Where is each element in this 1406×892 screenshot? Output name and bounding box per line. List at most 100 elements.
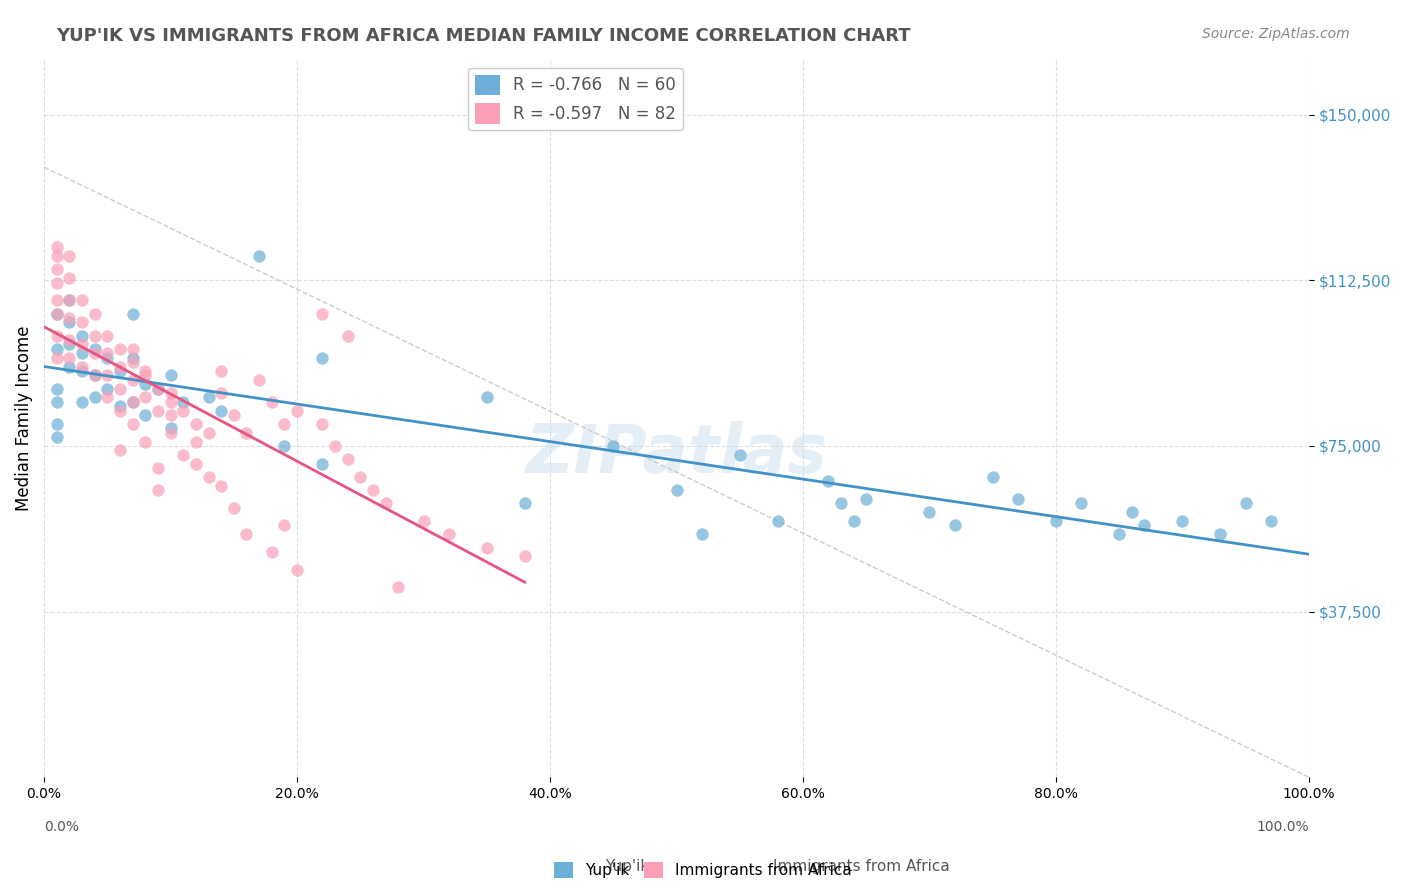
Point <box>209 386 232 401</box>
Point <box>96 346 118 360</box>
Point <box>311 417 333 431</box>
Point <box>45 394 67 409</box>
Point <box>159 425 181 440</box>
Point <box>108 382 131 396</box>
Point <box>943 518 966 533</box>
Point <box>311 457 333 471</box>
Point <box>96 351 118 365</box>
Point <box>1171 514 1194 528</box>
Point <box>45 262 67 277</box>
Point <box>45 342 67 356</box>
Point <box>83 391 105 405</box>
Point <box>475 541 498 555</box>
Point <box>918 505 941 519</box>
Point <box>513 496 536 510</box>
Point <box>121 394 143 409</box>
Point <box>273 417 295 431</box>
Point <box>45 430 67 444</box>
Point <box>817 475 839 489</box>
Point <box>1108 527 1130 541</box>
Point <box>260 545 283 559</box>
Point <box>209 403 232 417</box>
Text: Source: ZipAtlas.com: Source: ZipAtlas.com <box>1202 27 1350 41</box>
Point <box>311 351 333 365</box>
Point <box>121 306 143 320</box>
Point <box>96 328 118 343</box>
Point <box>58 315 80 329</box>
Point <box>336 452 359 467</box>
Point <box>58 333 80 347</box>
Point <box>209 364 232 378</box>
Point <box>855 491 877 506</box>
Point <box>45 382 67 396</box>
Point <box>273 518 295 533</box>
Point <box>1121 505 1143 519</box>
Point <box>159 386 181 401</box>
Point <box>1007 491 1029 506</box>
Point <box>70 328 93 343</box>
Point <box>134 368 156 383</box>
Point <box>45 293 67 308</box>
Point <box>728 448 751 462</box>
Point <box>842 514 865 528</box>
Point <box>83 368 105 383</box>
Point <box>513 549 536 564</box>
Point <box>96 391 118 405</box>
Point <box>45 240 67 254</box>
Point <box>45 351 67 365</box>
Point <box>475 391 498 405</box>
Point <box>108 342 131 356</box>
Point <box>134 364 156 378</box>
Point <box>1070 496 1092 510</box>
Point <box>121 417 143 431</box>
Point <box>146 382 169 396</box>
Point <box>108 403 131 417</box>
Point <box>83 368 105 383</box>
Point <box>58 249 80 263</box>
Legend: R = -0.766   N = 60, R = -0.597   N = 82: R = -0.766 N = 60, R = -0.597 N = 82 <box>468 68 682 130</box>
Point <box>766 514 789 528</box>
Point <box>159 368 181 383</box>
Point <box>121 342 143 356</box>
Point <box>311 306 333 320</box>
Point <box>602 439 624 453</box>
Point <box>235 527 257 541</box>
Point <box>146 403 169 417</box>
Point <box>45 417 67 431</box>
Point <box>349 470 371 484</box>
Point <box>45 306 67 320</box>
Point <box>184 434 207 449</box>
Point <box>159 421 181 435</box>
Point <box>1045 514 1067 528</box>
Point <box>134 408 156 422</box>
Point <box>361 483 384 497</box>
Point <box>172 403 194 417</box>
Point <box>83 342 105 356</box>
Point <box>83 306 105 320</box>
Point <box>121 351 143 365</box>
Point <box>83 328 105 343</box>
Point <box>247 373 270 387</box>
Point <box>58 293 80 308</box>
Point <box>197 425 219 440</box>
Point <box>70 337 93 351</box>
Legend: Yup'ik, Immigrants from Africa: Yup'ik, Immigrants from Africa <box>548 856 858 884</box>
Point <box>96 382 118 396</box>
Point <box>1260 514 1282 528</box>
Point <box>273 439 295 453</box>
Point <box>58 310 80 325</box>
Point <box>134 377 156 392</box>
Point <box>981 470 1004 484</box>
Point <box>83 346 105 360</box>
Point <box>108 443 131 458</box>
Point <box>235 425 257 440</box>
Point <box>146 483 169 497</box>
Point <box>70 359 93 374</box>
Point <box>146 382 169 396</box>
Point <box>412 514 434 528</box>
Point <box>285 403 308 417</box>
Point <box>184 457 207 471</box>
Point <box>146 461 169 475</box>
Text: Immigrants from Africa: Immigrants from Africa <box>773 859 950 874</box>
Point <box>70 364 93 378</box>
